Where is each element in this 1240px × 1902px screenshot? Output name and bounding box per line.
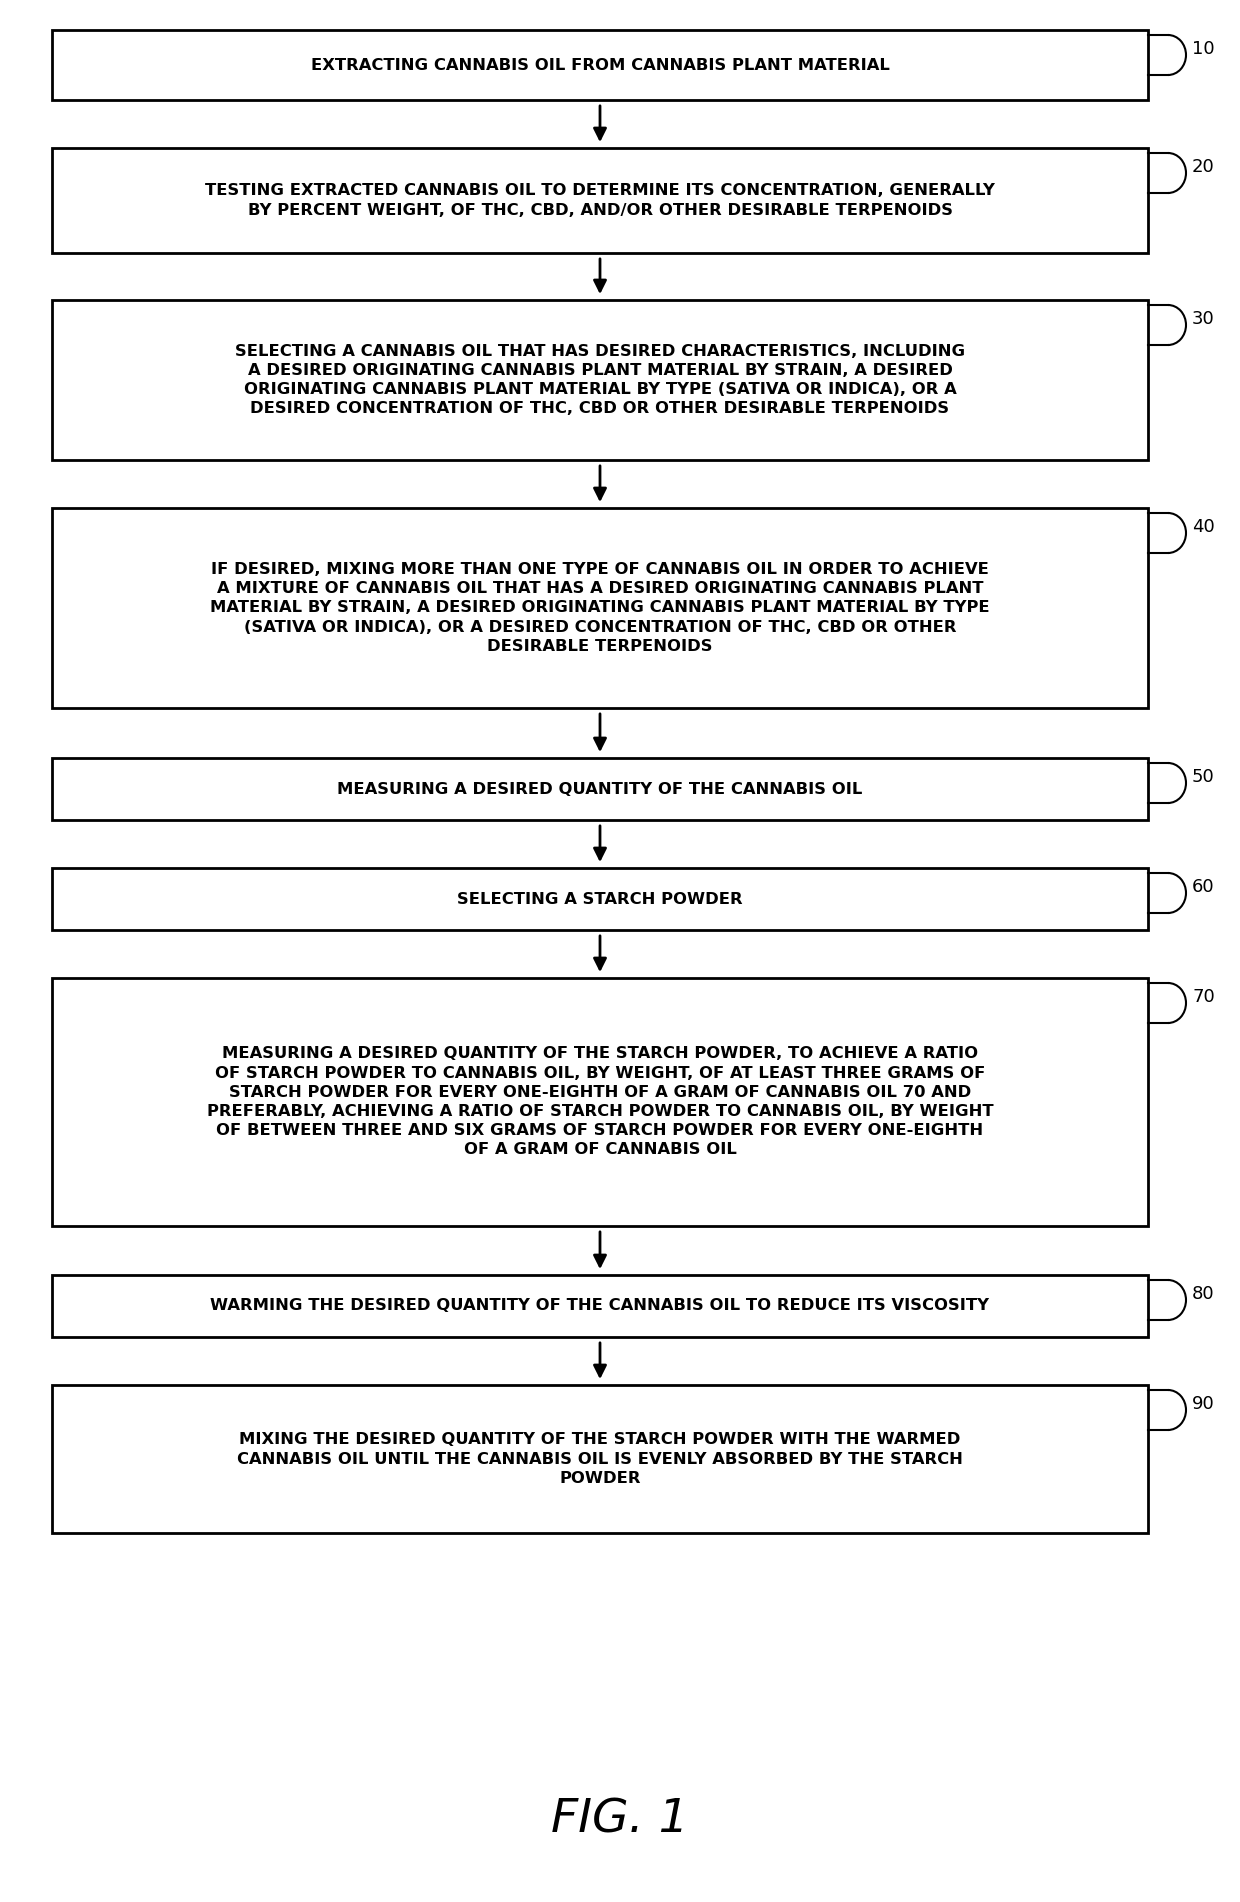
Text: SELECTING A CANNABIS OIL THAT HAS DESIRED CHARACTERISTICS, INCLUDING
A DESIRED O: SELECTING A CANNABIS OIL THAT HAS DESIRE… (234, 344, 965, 417)
Text: 80: 80 (1192, 1286, 1215, 1303)
Bar (52, 508, 1148, 708)
Text: FIG. 1: FIG. 1 (551, 1797, 689, 1843)
Text: 70: 70 (1192, 987, 1215, 1006)
Bar (52, 1385, 1148, 1533)
Bar (52, 148, 1148, 253)
Text: 60: 60 (1192, 879, 1215, 896)
Text: MEASURING A DESIRED QUANTITY OF THE STARCH POWDER, TO ACHIEVE A RATIO
OF STARCH : MEASURING A DESIRED QUANTITY OF THE STAR… (207, 1046, 993, 1158)
Text: EXTRACTING CANNABIS OIL FROM CANNABIS PLANT MATERIAL: EXTRACTING CANNABIS OIL FROM CANNABIS PL… (310, 57, 889, 72)
Bar (52, 1274, 1148, 1337)
Text: 20: 20 (1192, 158, 1215, 177)
Bar (52, 301, 1148, 460)
Text: 10: 10 (1192, 40, 1215, 57)
Bar (52, 30, 1148, 101)
Text: 30: 30 (1192, 310, 1215, 327)
Text: TESTING EXTRACTED CANNABIS OIL TO DETERMINE ITS CONCENTRATION, GENERALLY
BY PERC: TESTING EXTRACTED CANNABIS OIL TO DETERM… (205, 183, 994, 217)
Text: WARMING THE DESIRED QUANTITY OF THE CANNABIS OIL TO REDUCE ITS VISCOSITY: WARMING THE DESIRED QUANTITY OF THE CANN… (211, 1299, 990, 1314)
Text: MEASURING A DESIRED QUANTITY OF THE CANNABIS OIL: MEASURING A DESIRED QUANTITY OF THE CANN… (337, 782, 863, 797)
Bar (52, 867, 1148, 930)
Bar (52, 759, 1148, 820)
Text: 40: 40 (1192, 517, 1215, 536)
Text: SELECTING A STARCH POWDER: SELECTING A STARCH POWDER (458, 892, 743, 907)
Text: 90: 90 (1192, 1394, 1215, 1413)
Bar (52, 978, 1148, 1227)
Text: 50: 50 (1192, 768, 1215, 786)
Text: IF DESIRED, MIXING MORE THAN ONE TYPE OF CANNABIS OIL IN ORDER TO ACHIEVE
A MIXT: IF DESIRED, MIXING MORE THAN ONE TYPE OF… (211, 563, 990, 654)
Text: MIXING THE DESIRED QUANTITY OF THE STARCH POWDER WITH THE WARMED
CANNABIS OIL UN: MIXING THE DESIRED QUANTITY OF THE STARC… (237, 1432, 963, 1485)
